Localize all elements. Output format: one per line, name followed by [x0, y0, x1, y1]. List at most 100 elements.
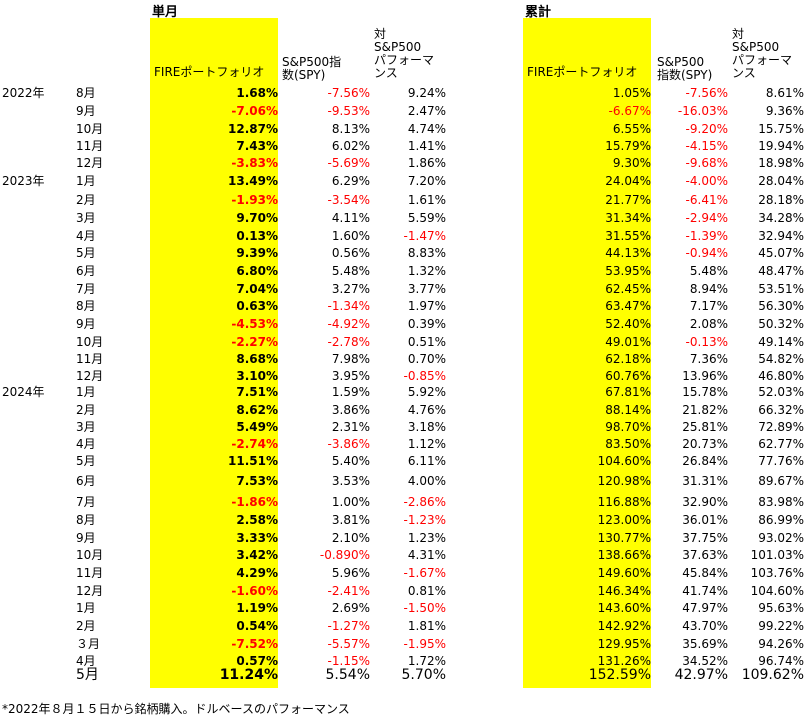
cumulative-spy-cell: -9.68%: [685, 156, 728, 170]
cumulative-vs-cell: 93.02%: [758, 531, 804, 545]
monthly-section-title: 単月: [152, 5, 179, 20]
cumulative-fire-cell: 21.77%: [605, 193, 651, 207]
cumulative-spy-cell: -9.20%: [685, 122, 728, 136]
cumulative-vs-cell: 89.67%: [758, 474, 804, 488]
month-label: 9月: [76, 531, 96, 545]
cumulative-spy-header-line1: S&P500: [657, 55, 705, 69]
monthly-spy-cell: -3.86%: [327, 437, 370, 451]
cumulative-vs-cell: 109.62%: [741, 667, 804, 683]
cumulative-spy-cell: 35.69%: [682, 637, 728, 651]
monthly-spy-cell: 0.56%: [331, 246, 370, 260]
table-row: 10月 3.42% -0.890% 4.31% 138.66% 37.63% 101.03%: [0, 547, 808, 564]
cumulative-fire-cell: 129.95%: [597, 637, 651, 651]
cumulative-fire-cell: 88.14%: [605, 403, 651, 417]
monthly-vs-cell: 3.77%: [407, 282, 446, 296]
cumulative-vs-cell: 18.98%: [758, 156, 804, 170]
cumulative-spy-cell: 42.97%: [674, 667, 728, 683]
cumulative-spy-cell: 36.01%: [682, 513, 728, 527]
monthly-vs-cell: 1.32%: [407, 264, 446, 278]
cumulative-spy-cell: 43.70%: [682, 619, 728, 633]
cumulative-section-title: 累計: [525, 5, 552, 20]
table-row: 10月 12.87% 8.13% 4.74% 6.55% -9.20% 15.75%: [0, 121, 808, 138]
cumulative-vs-cell: 94.26%: [758, 637, 804, 651]
cumulative-fire-cell: 142.92%: [597, 619, 651, 633]
monthly-spy-header-line1: S&P500指: [282, 55, 342, 69]
month-label: 4月: [76, 437, 96, 451]
table-row: 4月 -2.74% -3.86% 1.12% 83.50% 20.73% 62.77%: [0, 436, 808, 453]
cumulative-vs-cell: 66.32%: [758, 403, 804, 417]
month-label: 10月: [76, 122, 104, 136]
cumulative-vs-cell: 86.99%: [758, 513, 804, 527]
month-label: 3月: [76, 211, 96, 225]
monthly-fire-cell: -3.83%: [231, 156, 278, 170]
cumulative-fire-cell: 31.34%: [605, 211, 651, 225]
cumulative-fire-cell: 63.47%: [605, 299, 651, 313]
monthly-fire-cell: 1.68%: [236, 86, 278, 100]
table-row: 10月 -2.27% -2.78% 0.51% 49.01% -0.13% 49.14%: [0, 334, 808, 351]
cumulative-fire-cell: 15.79%: [605, 139, 651, 153]
monthly-fire-cell: 3.42%: [236, 548, 278, 562]
monthly-vs-cell: 0.39%: [407, 317, 446, 331]
cumulative-vs-header-line2: S&P500: [732, 40, 780, 54]
monthly-spy-cell: 1.60%: [331, 229, 370, 243]
month-label: 6月: [76, 474, 96, 488]
monthly-fire-cell: 9.70%: [236, 211, 278, 225]
month-label: 8月: [76, 86, 96, 100]
month-label: 11月: [76, 566, 104, 580]
cumulative-spy-cell: -1.39%: [685, 229, 728, 243]
monthly-vs-cell: 1.86%: [407, 156, 446, 170]
cumulative-spy-cell: -0.94%: [685, 246, 728, 260]
table-row: 5月 9.39% 0.56% 8.83% 44.13% -0.94% 45.07%: [0, 245, 808, 262]
monthly-spy-cell: 2.69%: [331, 601, 370, 615]
monthly-spy-cell: -7.56%: [327, 86, 370, 100]
monthly-vs-cell: 1.23%: [407, 531, 446, 545]
monthly-spy-cell: 5.48%: [331, 264, 370, 278]
cumulative-vs-cell: 48.47%: [758, 264, 804, 278]
month-label: 2月: [76, 619, 96, 633]
table-row: 6月 6.80% 5.48% 1.32% 53.95% 5.48% 48.47%: [0, 263, 808, 280]
cumulative-spy-cell: 45.84%: [682, 566, 728, 580]
monthly-fire-cell: -1.60%: [231, 584, 278, 598]
table-row: 9月 3.33% 2.10% 1.23% 130.77% 37.75% 93.02%: [0, 530, 808, 547]
cumulative-spy-cell: 37.63%: [682, 548, 728, 562]
cumulative-spy-cell: 8.94%: [689, 282, 728, 296]
cumulative-vs-cell: 99.22%: [758, 619, 804, 633]
cumulative-spy-cell: 47.97%: [682, 601, 728, 615]
monthly-vs-cell: 1.41%: [407, 139, 446, 153]
cumulative-vs-cell: 15.75%: [758, 122, 804, 136]
cumulative-fire-cell: 149.60%: [597, 566, 651, 580]
table-row: 5月 11.24% 5.54% 5.70% 152.59% 42.97% 109.62%: [0, 667, 808, 684]
cumulative-vs-cell: 45.07%: [758, 246, 804, 260]
fire-monthly-highlight: [150, 18, 278, 688]
month-label: ３月: [76, 637, 101, 651]
cumulative-fire-cell: 67.81%: [605, 385, 651, 399]
table-row: 1月 1.19% 2.69% -1.50% 143.60% 47.97% 95.63%: [0, 600, 808, 617]
monthly-fire-cell: -2.27%: [231, 335, 278, 349]
cumulative-fire-cell: 146.34%: [597, 584, 651, 598]
table-row: 7月 7.04% 3.27% 3.77% 62.45% 8.94% 53.51%: [0, 281, 808, 298]
table-row: 12月 3.10% 3.95% -0.85% 60.76% 13.96% 46.80%: [0, 368, 808, 385]
month-label: 11月: [76, 139, 104, 153]
year-label: 2023年: [2, 174, 45, 188]
monthly-vs-cell: -2.86%: [403, 495, 446, 509]
monthly-vs-cell: 8.83%: [407, 246, 446, 260]
monthly-fire-cell: 8.62%: [236, 403, 278, 417]
monthly-vs-cell: -1.95%: [403, 637, 446, 651]
table-row: 9月 -7.06% -9.53% 2.47% -6.67% -16.03% 9.36%: [0, 103, 808, 120]
monthly-vs-header-line3: パフォーマ: [374, 53, 435, 67]
monthly-spy-cell: 3.53%: [331, 474, 370, 488]
monthly-fire-cell: 11.24%: [219, 667, 278, 683]
month-label: 4月: [76, 654, 96, 668]
monthly-spy-cell: -4.92%: [327, 317, 370, 331]
month-label: 11月: [76, 352, 104, 366]
cumulative-vs-header-line4: ンス: [732, 66, 756, 80]
monthly-fire-cell: 3.10%: [236, 369, 278, 383]
cumulative-fire-cell: 52.40%: [605, 317, 651, 331]
cumulative-vs-cell: 103.76%: [750, 566, 804, 580]
monthly-fire-cell: 0.57%: [236, 654, 278, 668]
fire-cumulative-highlight: [523, 18, 651, 688]
cumulative-spy-cell: 41.74%: [682, 584, 728, 598]
monthly-spy-cell: -5.69%: [327, 156, 370, 170]
month-label: 9月: [76, 104, 96, 118]
month-label: 6月: [76, 264, 96, 278]
